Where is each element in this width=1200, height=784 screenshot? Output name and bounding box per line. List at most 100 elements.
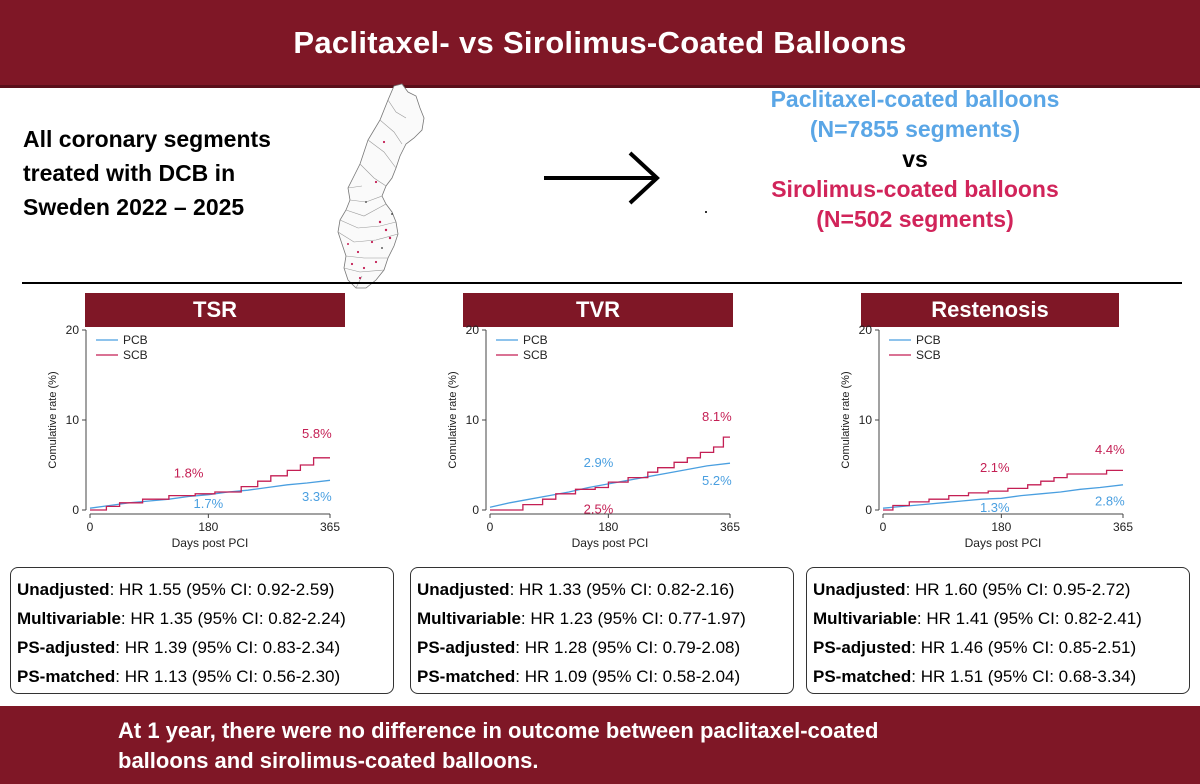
panel-header-tsr: TSR [85, 293, 345, 327]
x-tick-label: 180 [991, 520, 1011, 534]
data-label-pcb: 2.9% [584, 455, 614, 470]
hr-row: PS-adjusted: HR 1.39 (95% CI: 0.83-2.34) [17, 633, 393, 662]
y-tick-label: 20 [466, 323, 480, 337]
panel-header-tvr: TVR [463, 293, 733, 327]
data-label-scb: 2.5% [584, 502, 614, 517]
y-tick-label: 0 [865, 503, 872, 517]
series-line-scb [883, 469, 1123, 511]
x-tick-label: 0 [880, 520, 887, 534]
data-label-pcb: 3.3% [302, 489, 332, 504]
intro-text: All coronary segments treated with DCB i… [23, 122, 333, 224]
conclusion-banner: At 1 year, there were no difference in o… [0, 706, 1200, 784]
hr-row: Unadjusted: HR 1.55 (95% CI: 0.92-2.59) [17, 575, 393, 604]
tsr-chart: 0 10 20 0 180 365 Days post PCI Comulative rate… [47, 323, 340, 550]
data-label-scb: 5.8% [302, 426, 332, 441]
x-axis-label: Days post PCI [572, 536, 649, 550]
sweden-map-icon [337, 83, 425, 289]
hr-box-tsr: Unadjusted: HR 1.55 (95% CI: 0.92-2.59) … [10, 567, 394, 694]
data-label-pcb: 1.3% [980, 500, 1010, 515]
restenosis-chart: 0 10 20 0 180 365 Days post PCI Comulative rate… [840, 323, 1133, 550]
hr-label: Unadjusted [417, 580, 510, 599]
y-axis-label: Comulative rate (%) [47, 371, 59, 468]
vs-label: vs [902, 146, 928, 172]
data-label-scb: 8.1% [702, 409, 732, 424]
hr-box-restenosis: Unadjusted: HR 1.60 (95% CI: 0.95-2.72) … [806, 567, 1190, 694]
x-tick-label: 0 [87, 520, 94, 534]
y-axis-label: Comulative rate (%) [840, 371, 852, 468]
series-line-scb [90, 457, 330, 511]
hr-value: : HR 1.60 (95% CI: 0.95-2.72) [905, 580, 1131, 599]
legend-label-pcb: PCB [916, 333, 941, 347]
hr-value: : HR 1.35 (95% CI: 0.82-2.24) [120, 609, 346, 628]
pcb-label: Paclitaxel-coated balloons [770, 86, 1060, 112]
hr-label: Multivariable [417, 609, 521, 628]
x-tick-label: 180 [598, 520, 618, 534]
hr-value: : HR 1.41 (95% CI: 0.82-2.41) [916, 609, 1142, 628]
conclusion-line: At 1 year, there were no difference in o… [118, 718, 879, 743]
intro-line: All coronary segments [23, 126, 271, 152]
hr-row: Multivariable: HR 1.23 (95% CI: 0.77-1.9… [417, 604, 793, 633]
intro-line: treated with DCB in [23, 160, 236, 186]
hr-label: Multivariable [813, 609, 917, 628]
legend-label-scb: SCB [123, 348, 148, 362]
y-tick-label: 0 [472, 503, 479, 517]
hr-label: PS-adjusted [813, 638, 912, 657]
y-tick-label: 10 [466, 413, 480, 427]
hr-value: : HR 1.51 (95% CI: 0.68-3.34) [911, 667, 1137, 686]
x-tick-label: 180 [198, 520, 218, 534]
hr-value: : HR 1.39 (95% CI: 0.83-2.34) [115, 638, 341, 657]
hr-value: : HR 1.55 (95% CI: 0.92-2.59) [109, 580, 335, 599]
hr-value: : HR 1.23 (95% CI: 0.77-1.97) [520, 609, 746, 628]
section-divider [22, 282, 1182, 284]
hr-row: PS-adjusted: HR 1.28 (95% CI: 0.79-2.08) [417, 633, 793, 662]
y-tick-label: 0 [72, 503, 79, 517]
legend-label-pcb: PCB [523, 333, 548, 347]
hr-row: Multivariable: HR 1.35 (95% CI: 0.82-2.2… [17, 604, 393, 633]
data-label-scb: 4.4% [1095, 442, 1125, 457]
scb-label: Sirolimus-coated balloons [771, 176, 1059, 202]
y-tick-label: 10 [66, 413, 80, 427]
legend-label-pcb: PCB [123, 333, 148, 347]
hr-row: PS-matched: HR 1.09 (95% CI: 0.58-2.04) [417, 662, 793, 691]
page-title: Paclitaxel- vs Sirolimus-Coated Balloons [293, 24, 907, 60]
x-tick-label: 365 [320, 520, 340, 534]
y-tick-label: 20 [66, 323, 80, 337]
data-label-scb: 2.1% [980, 460, 1010, 475]
data-label-pcb: 1.7% [194, 496, 224, 511]
hr-label: Unadjusted [17, 580, 110, 599]
legend-label-scb: SCB [523, 348, 548, 362]
conclusion-line: balloons and sirolimus-coated balloons. [118, 748, 539, 773]
hr-label: Multivariable [17, 609, 121, 628]
scb-count: (N=502 segments) [816, 206, 1014, 232]
hr-row: Unadjusted: HR 1.33 (95% CI: 0.82-2.16) [417, 575, 793, 604]
hr-label: PS-matched [813, 667, 912, 686]
hr-value: : HR 1.28 (95% CI: 0.79-2.08) [515, 638, 741, 657]
hr-value: : HR 1.46 (95% CI: 0.85-2.51) [911, 638, 1137, 657]
intro-line: Sweden 2022 – 2025 [23, 194, 245, 220]
tvr-chart: 0 10 20 0 180 365 Days post PCI Comulative rate… [447, 323, 740, 550]
arrow-right-icon [544, 151, 660, 205]
y-axis-label: Comulative rate (%) [447, 371, 459, 468]
data-label-scb: 1.8% [174, 466, 204, 481]
x-axis-label: Days post PCI [965, 536, 1042, 550]
hr-value: : HR 1.33 (95% CI: 0.82-2.16) [509, 580, 735, 599]
hr-row: Unadjusted: HR 1.60 (95% CI: 0.95-2.72) [813, 575, 1189, 604]
title-banner: Paclitaxel- vs Sirolimus-Coated Balloons [0, 0, 1200, 88]
y-tick-label: 10 [859, 413, 873, 427]
hr-label: PS-matched [17, 667, 116, 686]
x-tick-label: 0 [487, 520, 494, 534]
hr-value: : HR 1.09 (95% CI: 0.58-2.04) [515, 667, 741, 686]
hr-label: Unadjusted [813, 580, 906, 599]
y-tick-label: 20 [859, 323, 873, 337]
data-label-pcb: 5.2% [702, 473, 732, 488]
hr-label: PS-adjusted [17, 638, 116, 657]
pcb-count: (N=7855 segments) [809, 116, 1021, 142]
comparison-text: Paclitaxel-coated balloons (N=7855 segme… [745, 84, 1085, 234]
hr-label: PS-adjusted [417, 638, 516, 657]
hr-label: PS-matched [417, 667, 516, 686]
hr-row: PS-adjusted: HR 1.46 (95% CI: 0.85-2.51) [813, 633, 1189, 662]
x-axis-label: Days post PCI [172, 536, 249, 550]
hr-row: Multivariable: HR 1.41 (95% CI: 0.82-2.4… [813, 604, 1189, 633]
data-label-pcb: 2.8% [1095, 494, 1125, 509]
hr-row: PS-matched: HR 1.13 (95% CI: 0.56-2.30) [17, 662, 393, 691]
